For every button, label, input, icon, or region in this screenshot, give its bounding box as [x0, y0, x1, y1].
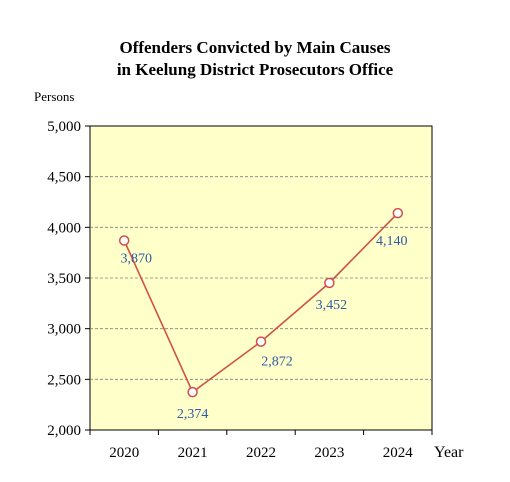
data-label: 3,870 — [120, 252, 152, 267]
chart-title-line-2: in Keelung District Prosecutors Office — [116, 60, 394, 79]
data-point — [392, 207, 404, 219]
x-axis-label: Year — [434, 444, 464, 461]
y-tick-label: 2,500 — [47, 372, 81, 388]
data-point — [118, 235, 130, 246]
x-tick-label: 2020 — [109, 445, 139, 461]
y-tick-label: 3,000 — [47, 322, 81, 338]
data-label: 2,872 — [261, 355, 293, 370]
x-tick-label: 2024 — [383, 445, 414, 461]
data-point — [187, 386, 198, 398]
data-label: 4,140 — [376, 234, 408, 249]
y-tick-label: 4,500 — [47, 170, 81, 186]
y-tick-label: 4,000 — [47, 220, 81, 236]
y-tick-label: 5,000 — [47, 119, 81, 135]
data-label: 2,374 — [177, 407, 209, 422]
y-tick-label: 3,500 — [47, 271, 81, 287]
x-tick-label: 2022 — [246, 445, 276, 461]
y-axis-label: Persons — [34, 89, 75, 104]
data-point — [324, 277, 335, 289]
chart-title-line-1: Offenders Convicted by Main Causes — [119, 38, 391, 57]
x-tick-label: 2023 — [314, 445, 344, 461]
x-tick-label: 2021 — [178, 445, 208, 461]
data-label: 3,452 — [316, 298, 348, 313]
data-point — [255, 336, 267, 347]
y-tick-label: 2,000 — [47, 423, 81, 439]
